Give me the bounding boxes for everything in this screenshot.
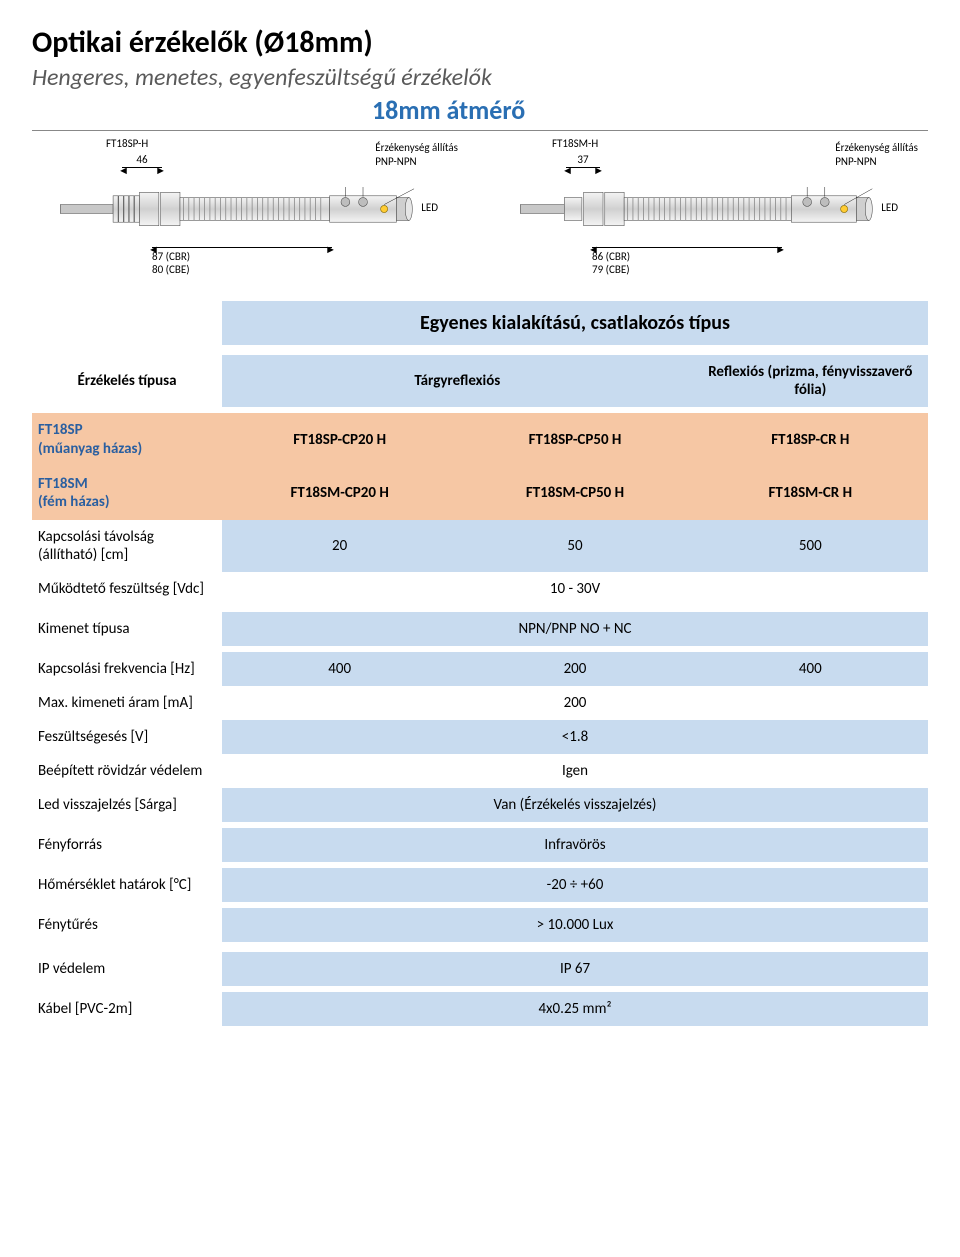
row-light-source: Fényforrás Infravörös	[32, 828, 928, 862]
detection-type-label: Érzékelés típusa	[32, 355, 222, 407]
cable-label: Kábel [PVC-2m]	[32, 992, 222, 1026]
short-protection-value: Igen	[222, 754, 928, 788]
annotation-sensitivity: Érzékenység állítás	[835, 141, 918, 155]
detection-type-col-a: Tárgyreflexiós	[222, 355, 693, 407]
bottom-dim-1: 86 (CBR)	[592, 250, 782, 264]
model-sp-c2: FT18SP-CP50 H	[457, 413, 692, 467]
short-protection-label: Beépített rövidzár védelem	[32, 754, 222, 788]
cable-value: 4x0.25 mm²	[222, 992, 928, 1026]
led-indication-value: Van (Érzékelés visszajelzés)	[222, 788, 928, 822]
row-model-sm: FT18SM (fém házas) FT18SM-CP20 H FT18SM-…	[32, 467, 928, 521]
drawing-model-label: FT18SM-H	[552, 137, 598, 150]
row-ip: IP védelem IP 67	[32, 952, 928, 986]
light-source-label: Fényforrás	[32, 828, 222, 862]
row-cable: Kábel [PVC-2m] 4x0.25 mm²	[32, 992, 928, 1026]
bottom-dimensions: ◄ ► 86 (CBR) 79 (CBE)	[592, 247, 782, 278]
voltage-label: Működtető feszültség [Vdc]	[32, 572, 222, 606]
page-subtitle: Hengeres, menetes, egyenfeszültségű érzé…	[32, 63, 928, 92]
row-output-type: Kimenet típusa NPN/PNP NO + NC	[32, 612, 928, 646]
frequency-c2: 200	[457, 652, 692, 686]
model-sp-c3: FT18SP-CR H	[693, 413, 928, 467]
model-sm-c1: FT18SM-CP20 H	[222, 467, 457, 521]
output-type-label: Kimenet típusa	[32, 612, 222, 646]
diameter-heading: 18mm átmérő	[32, 94, 928, 126]
voltage-drop-label: Feszültségesés [V]	[32, 720, 222, 754]
temperature-value: -20 ÷ +60	[222, 868, 928, 902]
row-frequency: Kapcsolási frekvencia [Hz] 400 200 400	[32, 652, 928, 686]
spec-table: Érzékelés típusa Tárgyreflexiós Reflexió…	[32, 355, 928, 1026]
row-short-protection: Beépített rövidzár védelem Igen	[32, 754, 928, 788]
light-source-value: Infravörös	[222, 828, 928, 862]
model-sp-label: FT18SP (műanyag házas)	[32, 413, 222, 467]
row-voltage-drop: Feszültségesés [V] <1.8	[32, 720, 928, 754]
bottom-dim-1: 87 (CBR)	[152, 250, 332, 264]
row-distance: Kapcsolási távolság (állítható) [cm] 20 …	[32, 520, 928, 572]
bottom-dim-2: 80 (CBE)	[152, 263, 332, 277]
model-sm-c2: FT18SM-CP50 H	[457, 467, 692, 521]
row-lux: Fénytűrés > 10.000 Lux	[32, 908, 928, 942]
annotation-block: Érzékenység állítás PNP-NPN	[375, 141, 458, 170]
section-header: Egyenes kialakítású, csatlakozós típus	[222, 301, 928, 345]
annotation-pnpnpn: PNP-NPN	[375, 155, 458, 169]
voltage-value: 10 - 30V	[222, 572, 928, 606]
distance-c2: 50	[457, 520, 692, 572]
row-detection-type: Érzékelés típusa Tárgyreflexiós Reflexió…	[32, 355, 928, 407]
distance-label: Kapcsolási távolság (állítható) [cm]	[32, 520, 222, 572]
temperature-label: Hőmérséklet határok [°C]	[32, 868, 222, 902]
annotation-sensitivity: Érzékenység állítás	[375, 141, 458, 155]
distance-c3: 500	[693, 520, 928, 572]
drawing-ft18sm: FT18SM-H 37 ◄ ► Érzékenység állítás PNP-…	[492, 137, 928, 287]
sensor-illustration	[38, 187, 452, 231]
technical-drawing-row: FT18SP-H 46 ◄ ► Érzékenység állítás PNP-…	[32, 130, 928, 287]
ip-label: IP védelem	[32, 952, 222, 986]
subtitle-part1: Hengeres, menetes,	[32, 63, 229, 92]
model-sm-c3: FT18SM-CR H	[693, 467, 928, 521]
row-voltage: Működtető feszültség [Vdc] 10 - 30V	[32, 572, 928, 606]
bottom-dim-2: 79 (CBE)	[592, 263, 782, 277]
bottom-dimensions: ◄ ► 87 (CBR) 80 (CBE)	[152, 247, 332, 278]
frequency-label: Kapcsolási frekvencia [Hz]	[32, 652, 222, 686]
ip-value: IP 67	[222, 952, 928, 986]
lux-value: > 10.000 Lux	[222, 908, 928, 942]
row-temperature: Hőmérséklet határok [°C] -20 ÷ +60	[32, 868, 928, 902]
row-max-current: Max. kimeneti áram [mA] 200	[32, 686, 928, 720]
frequency-c3: 400	[693, 652, 928, 686]
page-title: Optikai érzékelők (Ø18mm)	[32, 24, 928, 61]
distance-c1: 20	[222, 520, 457, 572]
sensor-illustration	[498, 187, 912, 231]
detection-type-col-b: Reflexiós (prizma, fényvisszaverő fólia)	[693, 355, 928, 407]
max-current-label: Max. kimeneti áram [mA]	[32, 686, 222, 720]
annotation-block: Érzékenység állítás PNP-NPN	[835, 141, 918, 170]
led-indication-label: Led visszajelzés [Sárga]	[32, 788, 222, 822]
lux-label: Fénytűrés	[32, 908, 222, 942]
drawing-ft18sp: FT18SP-H 46 ◄ ► Érzékenység állítás PNP-…	[32, 137, 468, 287]
voltage-drop-value: <1.8	[222, 720, 928, 754]
frequency-c1: 400	[222, 652, 457, 686]
subtitle-part2: érzékelők	[396, 63, 492, 92]
max-current-value: 200	[222, 686, 928, 720]
annotation-pnpnpn: PNP-NPN	[835, 155, 918, 169]
model-sp-c1: FT18SP-CP20 H	[222, 413, 457, 467]
row-led-indication: Led visszajelzés [Sárga] Van (Érzékelés …	[32, 788, 928, 822]
subtitle-emphasis: egyenfeszültségű	[229, 63, 396, 92]
drawing-model-label: FT18SP-H	[106, 137, 148, 150]
model-sm-label: FT18SM (fém házas)	[32, 467, 222, 521]
output-type-value: NPN/PNP NO + NC	[222, 612, 928, 646]
row-model-sp: FT18SP (műanyag házas) FT18SP-CP20 H FT1…	[32, 413, 928, 467]
